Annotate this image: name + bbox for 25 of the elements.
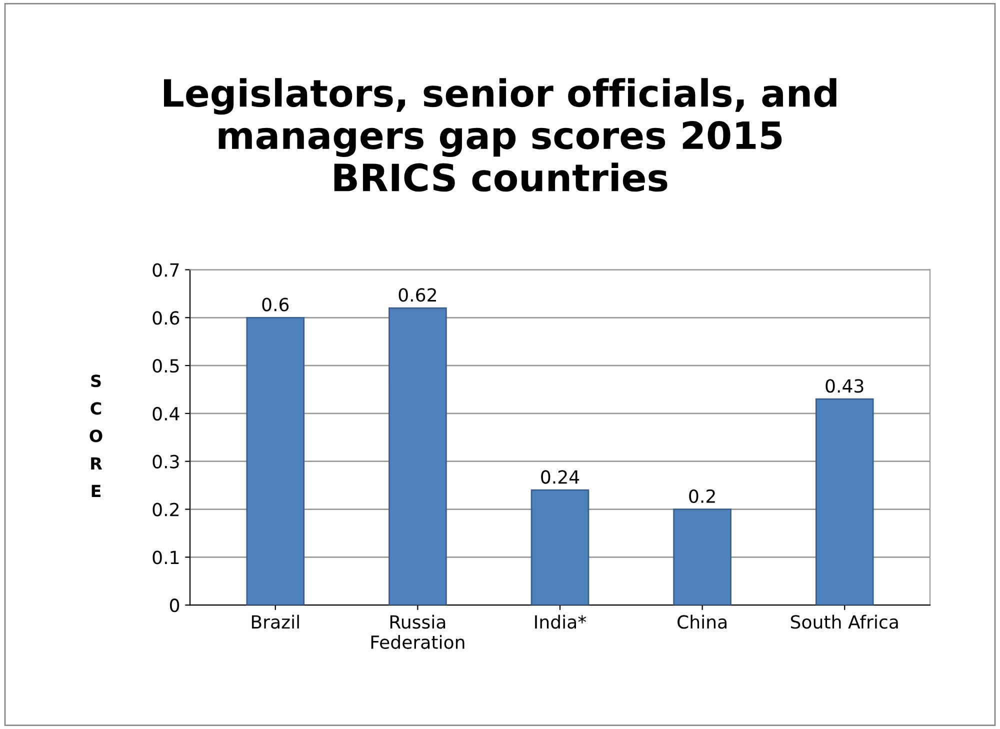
- y-tick-label: 0.2: [152, 502, 178, 516]
- y-tick-label: 0: [170, 598, 180, 612]
- y-tick-label: 0.5: [152, 359, 179, 373]
- data-label: 0.62: [398, 288, 436, 302]
- bar: [673, 508, 732, 606]
- x-tick-label: India*: [535, 614, 586, 629]
- x-tick-label: Brazil: [252, 614, 299, 629]
- y-tick-label: 0.6: [152, 311, 180, 325]
- y-tick-label: 0.3: [152, 454, 179, 468]
- x-tick-label: South Africa: [790, 614, 898, 629]
- y-tick-label: 0.4: [152, 406, 180, 421]
- data-label: 0.43: [826, 379, 864, 393]
- chart-title: Legislators, senior officials, and managers gap scores 2015 BRICS countries: [164, 78, 836, 192]
- x-tick-label: China: [678, 614, 726, 629]
- bar: [246, 316, 305, 606]
- data-label: 0.2: [689, 489, 715, 503]
- bar: [388, 307, 447, 606]
- bar: [815, 398, 874, 606]
- y-tick-label: 0.7: [152, 263, 179, 277]
- data-label: 0.6: [262, 298, 289, 312]
- y-axis-title: SCORE: [90, 374, 102, 498]
- data-label: 0.24: [541, 470, 580, 484]
- y-tick-label: 0.1: [152, 550, 179, 564]
- x-tick-label: Russia Federation: [371, 614, 464, 649]
- bar: [530, 489, 590, 606]
